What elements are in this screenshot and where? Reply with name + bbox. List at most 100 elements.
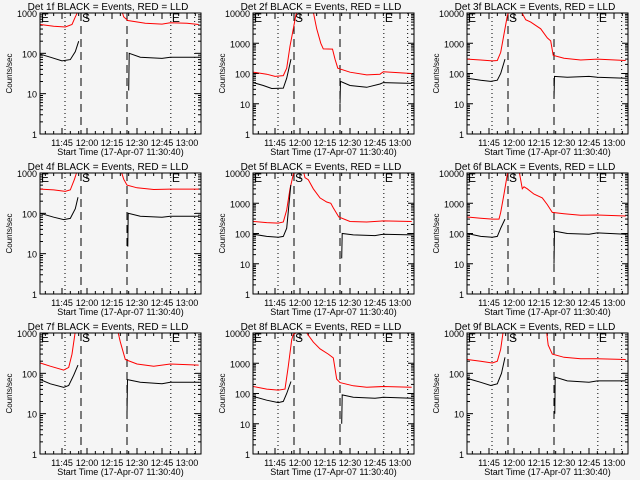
plot-frame	[39, 332, 202, 455]
x-tick-label: 12:30	[339, 458, 362, 468]
y-axis-label: Counts/sec	[432, 373, 441, 413]
x-axis-label: Start Time (17-Apr-07 11:30:40)	[270, 467, 396, 477]
series-events-line	[467, 218, 626, 264]
x-tick-label: 12:15	[314, 138, 337, 148]
y-tick-label: 10000	[225, 329, 250, 339]
interval-marker: E	[254, 11, 262, 25]
y-tick-label: 1000	[444, 39, 464, 49]
y-tick-label: 100	[449, 70, 464, 80]
series-lld-line	[40, 333, 199, 371]
panel-title: Det 4f BLACK = Events, RED = LLD	[28, 162, 189, 173]
x-tick-label: 12:00	[76, 138, 99, 148]
y-axis-label: Counts/sec	[432, 53, 441, 93]
series-lld-line	[467, 333, 626, 364]
y-tick-label: 100	[235, 70, 250, 80]
x-tick-label: 12:00	[503, 458, 526, 468]
plot-frame	[466, 12, 629, 135]
x-axis-label: Start Time (17-Apr-07 11:30:40)	[484, 147, 610, 157]
interval-marker: S	[82, 171, 90, 185]
x-tick-label: 12:45	[364, 138, 387, 148]
x-tick-label: 12:30	[339, 298, 362, 308]
x-axis-label: Start Time (17-Apr-07 11:30:40)	[270, 307, 396, 317]
y-tick-label: 1000	[17, 9, 37, 19]
interval-marker: S	[295, 331, 303, 345]
y-tick-label: 10	[27, 90, 37, 100]
interval-marker: E	[385, 171, 393, 185]
x-tick-label: 12:00	[76, 298, 99, 308]
y-tick-label: 100	[449, 369, 464, 379]
panel-title: Det 2f BLACK = Events, RED = LLD	[241, 2, 402, 13]
series-events-line	[40, 364, 199, 414]
interval-marker: E	[468, 331, 476, 345]
y-tick-label: 1	[245, 290, 250, 300]
interval-marker: E	[172, 331, 180, 345]
interval-marker: S	[509, 331, 517, 345]
panel-6: Det 6f BLACK = Events, RED = LLD Counts/s…	[432, 162, 629, 317]
panel-7: Det 7f BLACK = Events, RED = LLD Counts/s…	[5, 322, 202, 477]
y-tick-label: 1	[245, 130, 250, 140]
y-tick-label: 1000	[444, 199, 464, 209]
x-tick-label: 12:30	[553, 298, 576, 308]
y-tick-label: 1000	[17, 329, 37, 339]
x-tick-label: 12:30	[126, 458, 149, 468]
x-tick-label: 12:45	[578, 298, 601, 308]
y-tick-label: 100	[22, 49, 37, 59]
x-axis-label: Start Time (17-Apr-07 11:30:40)	[57, 147, 183, 157]
interval-marker: E	[254, 171, 262, 185]
x-tick-label: 12:15	[101, 138, 124, 148]
x-axis-label: Start Time (17-Apr-07 11:30:40)	[270, 147, 396, 157]
x-tick-label: 11:45	[264, 138, 286, 148]
x-axis-label: Start Time (17-Apr-07 11:30:40)	[57, 307, 183, 317]
panel-title: Det 6f BLACK = Events, RED = LLD	[455, 162, 616, 173]
panel-3: Det 3f BLACK = Events, RED = LLD Counts/s…	[432, 2, 629, 157]
panel-title: Det 5f BLACK = Events, RED = LLD	[241, 162, 402, 173]
x-tick-label: 12:15	[528, 138, 551, 148]
y-tick-label: 1000	[17, 169, 37, 179]
x-tick-label: 12:15	[314, 458, 337, 468]
panel-8: Det 8f BLACK = Events, RED = LLD Counts/s…	[218, 322, 415, 477]
x-tick-label: 12:15	[101, 458, 124, 468]
interval-marker: S	[295, 11, 303, 25]
y-axis-label: Counts/sec	[218, 53, 227, 93]
y-tick-label: 100	[235, 390, 250, 400]
x-tick-label: 13:00	[176, 458, 199, 468]
x-tick-label: 11:45	[478, 138, 500, 148]
x-tick-label: 13:00	[389, 138, 412, 148]
y-tick-label: 1000	[444, 329, 464, 339]
panel-title: Det 8f BLACK = Events, RED = LLD	[241, 322, 402, 333]
y-axis-label: Counts/sec	[5, 373, 14, 413]
interval-marker: E	[599, 11, 607, 25]
y-tick-label: 1	[32, 130, 37, 140]
x-tick-label: 12:45	[364, 298, 387, 308]
x-axis-label: Start Time (17-Apr-07 11:30:40)	[57, 467, 183, 477]
y-tick-label: 10000	[225, 169, 250, 179]
interval-marker: E	[41, 331, 49, 345]
x-tick-label: 12:15	[101, 298, 124, 308]
panel-title: Det 9f BLACK = Events, RED = LLD	[455, 322, 616, 333]
x-tick-label: 12:15	[314, 298, 337, 308]
x-tick-label: 12:15	[528, 298, 551, 308]
y-tick-label: 1	[459, 450, 464, 460]
series-events-line	[467, 357, 626, 414]
x-tick-label: 12:30	[126, 298, 149, 308]
panel-2: Det 2f BLACK = Events, RED = LLD Counts/s…	[218, 2, 415, 157]
series-lld-line	[40, 173, 199, 192]
x-tick-label: 13:00	[603, 298, 626, 308]
x-tick-label: 11:45	[264, 298, 286, 308]
x-tick-label: 12:00	[289, 138, 312, 148]
y-tick-label: 100	[22, 209, 37, 219]
y-tick-label: 1	[459, 130, 464, 140]
y-tick-label: 1	[32, 450, 37, 460]
series-events-line	[467, 58, 626, 99]
x-tick-label: 12:45	[151, 458, 174, 468]
interval-marker: E	[172, 11, 180, 25]
interval-marker: E	[385, 331, 393, 345]
series-lld-line	[467, 173, 626, 220]
series-events-line	[253, 58, 412, 104]
series-lld-line	[253, 333, 412, 391]
plot-frame	[39, 12, 202, 135]
y-tick-label: 100	[22, 369, 37, 379]
x-tick-label: 12:15	[528, 458, 551, 468]
y-tick-label: 10000	[225, 9, 250, 19]
